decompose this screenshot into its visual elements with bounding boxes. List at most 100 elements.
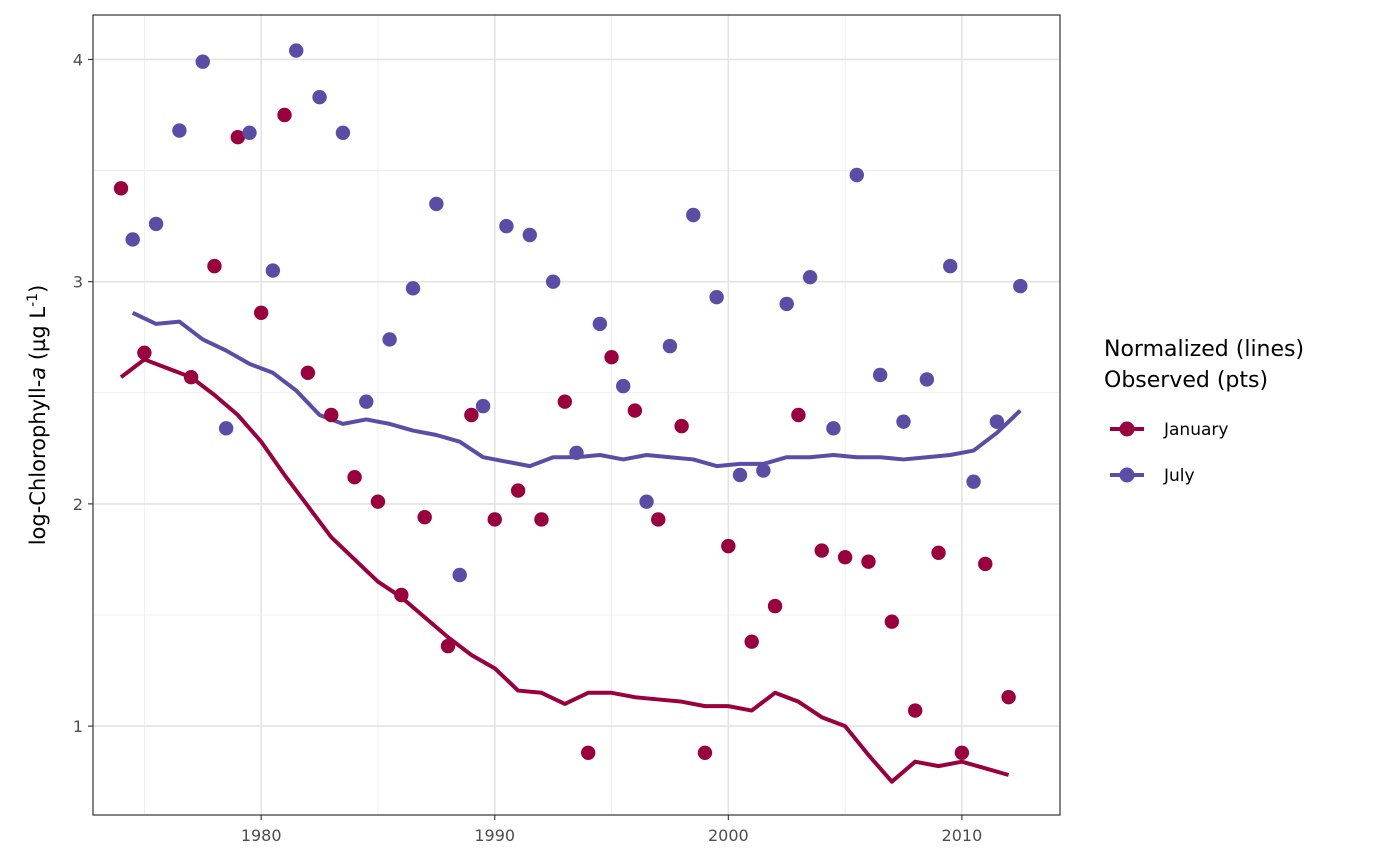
data-point-july — [1013, 278, 1028, 294]
data-point-july — [966, 474, 981, 489]
data-point-july — [686, 207, 701, 223]
data-point-july — [989, 414, 1005, 429]
data-point-january — [464, 407, 479, 423]
data-point-january — [277, 107, 292, 123]
data-point-january — [324, 407, 339, 423]
data-point-july — [639, 494, 654, 509]
legend-item-july: July — [1110, 466, 1195, 486]
x-axis: 1980 1990 2000 2010 — [241, 815, 982, 845]
data-point-july — [125, 232, 140, 247]
panel-background — [93, 15, 1060, 815]
data-point-july — [218, 421, 234, 436]
data-point-july — [335, 125, 351, 140]
data-point-july — [826, 421, 841, 436]
grid-minor — [93, 15, 1060, 815]
y-tick-label: 2 — [73, 495, 83, 514]
data-point-july — [382, 332, 397, 347]
data-point-july — [359, 394, 374, 409]
series-line-january — [119, 357, 1010, 784]
data-point-january — [417, 510, 432, 525]
x-tick-label: 2010 — [942, 826, 983, 845]
legend-item-january: January — [1110, 420, 1228, 440]
data-point-july — [592, 316, 608, 332]
data-point-july — [872, 367, 888, 383]
data-point-january — [978, 556, 993, 572]
y-axis-title-sup: -1 — [25, 293, 41, 307]
y-axis-title-unit: (µg L — [26, 307, 50, 367]
data-point-january — [861, 554, 876, 569]
data-point-january — [907, 703, 923, 718]
data-point-july — [616, 378, 631, 394]
data-point-january — [791, 407, 806, 423]
data-point-july — [265, 263, 281, 278]
data-point-july — [569, 445, 584, 460]
data-point-january — [721, 538, 736, 554]
data-point-january — [300, 365, 316, 380]
data-point-january — [954, 745, 970, 760]
plot-area — [92, 14, 1061, 816]
data-point-july — [545, 274, 561, 289]
data-point-january — [884, 614, 900, 629]
data-point-july — [405, 281, 421, 296]
data-point-january — [230, 130, 246, 145]
y-tick-label: 4 — [73, 50, 83, 69]
legend-title-line-2: Observed (pts) — [1104, 368, 1268, 393]
data-point-january — [814, 543, 829, 558]
data-point-january — [487, 512, 502, 527]
data-point-january — [370, 494, 386, 509]
data-point-july — [312, 90, 327, 105]
x-tick-label: 1990 — [474, 826, 515, 845]
legend-key-point-july — [1119, 467, 1135, 483]
data-point-july — [195, 54, 210, 69]
y-axis-title-prefix: log-Chlorophyll- — [26, 380, 50, 546]
legend-label-january: January — [1163, 420, 1228, 440]
data-point-january — [510, 483, 526, 498]
data-point-january — [347, 470, 362, 485]
data-point-july — [779, 296, 794, 312]
data-point-july — [475, 398, 491, 414]
data-point-july — [756, 463, 771, 478]
data-point-january — [580, 745, 596, 760]
series-layer — [113, 43, 1028, 784]
data-point-january — [931, 545, 946, 560]
data-point-january — [534, 512, 549, 527]
data-point-january — [604, 350, 619, 365]
y-axis: 1 2 3 4 — [73, 50, 93, 736]
data-point-january — [557, 394, 573, 409]
data-point-january — [440, 638, 456, 654]
data-point-january — [674, 418, 689, 434]
data-point-july — [732, 467, 748, 483]
data-point-july — [662, 338, 678, 354]
y-tick-label: 1 — [73, 717, 83, 736]
data-point-january — [627, 403, 643, 418]
y-axis-title-italic: a — [26, 367, 50, 380]
y-tick-label: 3 — [73, 273, 83, 292]
legend-label-july: July — [1163, 466, 1195, 486]
data-point-july — [452, 567, 467, 583]
data-point-january — [767, 598, 783, 614]
y-axis-title-close: ) — [26, 285, 50, 293]
data-point-january — [183, 370, 199, 385]
data-point-july — [172, 123, 187, 138]
data-point-july — [802, 270, 818, 285]
data-point-july — [242, 125, 257, 140]
data-point-january — [744, 634, 759, 649]
data-point-january — [137, 345, 152, 360]
x-tick-label: 1980 — [241, 826, 282, 845]
legend-key-point-january — [1119, 421, 1135, 437]
data-point-january — [837, 550, 853, 565]
data-point-july — [289, 43, 304, 58]
data-point-january — [651, 512, 666, 527]
panel-border — [92, 14, 1061, 816]
data-point-july — [919, 372, 935, 387]
legend: Normalized (lines) Observed (pts) Januar… — [1104, 337, 1304, 486]
data-point-july — [148, 216, 164, 232]
x-tick-label: 2000 — [708, 826, 749, 845]
data-point-july — [499, 218, 514, 234]
y-axis-title: log-Chlorophyll-a (µg L-1) — [25, 285, 50, 546]
data-point-january — [253, 305, 269, 320]
data-point-january — [394, 587, 409, 603]
data-point-july — [943, 258, 958, 274]
data-point-july — [429, 196, 444, 212]
